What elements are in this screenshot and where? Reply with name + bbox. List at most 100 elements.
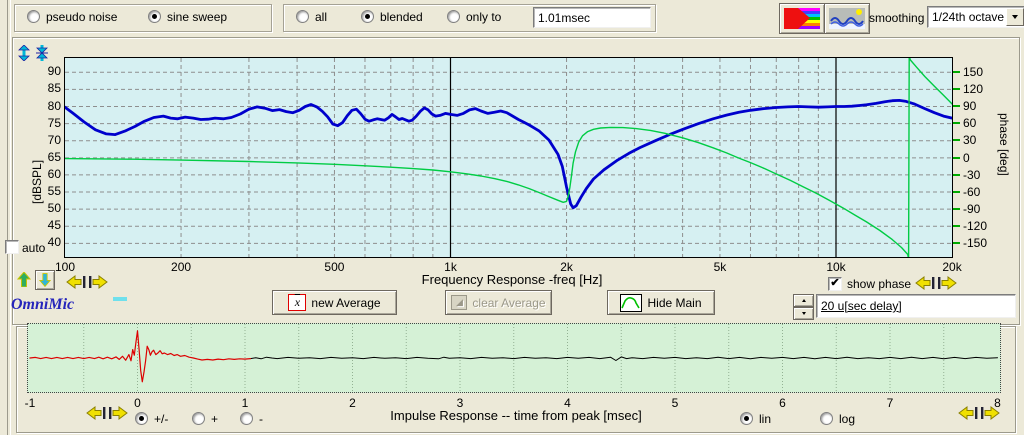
freq-scroll-left-right[interactable]	[66, 275, 108, 292]
radio-lin[interactable]: lin	[740, 412, 771, 426]
smoothing-label: smoothing	[869, 11, 925, 25]
delay-input[interactable]: 20 u[sec delay]	[816, 294, 1016, 318]
freq-tick-label: 10k	[826, 260, 846, 274]
smoothing-dropdown[interactable]: 1/24th octave	[927, 6, 1024, 28]
phase-tick-label: 150	[963, 64, 984, 79]
freq-axis-title: Frequency Response -freq [Hz]	[421, 272, 603, 287]
radio-polarity-both-label: +/-	[154, 412, 169, 426]
spin-up-button[interactable]	[793, 294, 814, 307]
db-tick-label: 90	[47, 64, 61, 79]
scroll-arrows-icon	[66, 275, 108, 289]
radio-polarity-both[interactable]: +/-	[135, 412, 168, 426]
blend-time-value: 1.01msec	[538, 10, 591, 25]
radio-pseudo-noise-label: pseudo noise	[46, 10, 118, 24]
radio-blended-label: blended	[380, 10, 423, 24]
radio-icon	[361, 10, 374, 23]
scroll-arrows-icon	[958, 406, 1000, 420]
new-average-label: new Average	[311, 295, 381, 310]
phase-tick-mark	[953, 70, 960, 73]
radio-blended[interactable]: blended	[361, 10, 423, 24]
radio-polarity-plus[interactable]: +	[192, 412, 218, 426]
spin-down-button[interactable]	[793, 307, 814, 320]
phase-tick-label: 0	[963, 150, 970, 165]
radio-only-to[interactable]: only to	[447, 10, 501, 24]
spin-up-icon	[801, 299, 806, 302]
radio-pseudo-noise[interactable]: pseudo noise	[27, 10, 117, 24]
radio-log[interactable]: log	[820, 412, 855, 426]
impulse-tick-label: 0	[134, 396, 141, 410]
phase-tick-label: 120	[963, 82, 984, 97]
phase-tick-mark	[953, 139, 960, 142]
radio-polarity-minus[interactable]: -	[240, 412, 263, 426]
blend-time-input[interactable]: 1.01msec	[533, 7, 651, 28]
smoothing-value: 1/24th octave	[932, 10, 1005, 24]
expand-vertical-button[interactable]	[17, 44, 31, 64]
phase-tick-label: -30	[963, 167, 981, 182]
check-icon: ✔	[830, 277, 840, 289]
radio-polarity-minus-label: -	[259, 412, 263, 426]
phase-tick-label: 90	[963, 99, 977, 114]
radio-icon	[192, 412, 205, 425]
clear-average-button[interactable]: ◢ clear Average	[445, 290, 552, 315]
radio-log-label: log	[839, 412, 856, 426]
show-phase-checkbox[interactable]: ✔	[828, 277, 842, 291]
freq-tick-label: 100	[54, 260, 76, 274]
hide-main-label: Hide Main	[647, 295, 702, 310]
impulse-scroll-right[interactable]	[958, 406, 1000, 423]
shift-up-button[interactable]	[16, 271, 32, 290]
radio-icon	[447, 10, 460, 23]
phase-tick-label: -120	[963, 218, 988, 233]
phase-scroll-left-right[interactable]	[915, 276, 957, 293]
radio-icon	[240, 412, 253, 425]
db-tick-label: 65	[47, 149, 61, 164]
scroll-arrows-icon	[86, 406, 128, 420]
impulse-tick-label: 8	[994, 396, 1001, 410]
phase-tick-label: -60	[963, 184, 981, 199]
radio-icon	[148, 10, 161, 23]
auto-label: auto	[22, 241, 46, 255]
hide-main-button[interactable]: Hide Main	[607, 290, 715, 315]
delay-value: 20 u[sec delay]	[821, 299, 902, 313]
freq-tick-label: 500	[324, 260, 345, 274]
phase-axis-label: phase [deg]	[997, 113, 1011, 176]
impulse-scroll-left[interactable]	[86, 406, 128, 423]
radio-lin-label: lin	[759, 412, 772, 426]
radio-sine-sweep[interactable]: sine sweep	[148, 10, 227, 24]
blend-group	[283, 4, 656, 32]
new-average-button[interactable]: x new Average	[272, 290, 397, 315]
radio-all-label: all	[315, 10, 328, 24]
db-tick-label: 75	[47, 115, 61, 130]
phase-tick-label: -150	[963, 236, 988, 251]
impulse-tick-label: 3	[456, 396, 464, 410]
clear-average-label: clear Average	[472, 295, 546, 310]
freq-tick-label: 5k	[713, 260, 727, 274]
freq-tick-label: 1k	[444, 260, 457, 274]
phase-tick-label: -90	[963, 201, 981, 216]
phase-tick-mark	[953, 190, 960, 193]
expand-vertical-icon	[18, 44, 30, 62]
spectrogram-icon	[784, 8, 820, 29]
phase-tick-mark	[953, 224, 960, 227]
shift-down-button[interactable]	[35, 270, 55, 290]
impulse-tick-label: 6	[779, 396, 786, 410]
fit-vertical-icon	[36, 45, 48, 61]
delay-spinner[interactable]	[793, 294, 814, 320]
spectrogram-button[interactable]	[779, 3, 825, 34]
frequency-response-chart[interactable]	[64, 57, 953, 258]
radio-all[interactable]: all	[296, 10, 327, 24]
phase-tick-mark	[953, 105, 960, 108]
radio-icon	[27, 10, 40, 23]
fit-vertical-button[interactable]	[35, 45, 49, 64]
dropdown-arrow-button[interactable]	[1006, 8, 1024, 26]
phase-tick-label: 30	[963, 133, 977, 148]
freq-tick-label: 20k	[942, 260, 962, 274]
impulse-tick-label: 5	[671, 396, 679, 410]
impulse-tick-label: -1	[24, 396, 36, 410]
phase-tick-mark	[953, 88, 960, 91]
eraser-icon: ◢	[451, 295, 468, 310]
impulse-response-chart[interactable]	[27, 323, 1001, 393]
auto-checkbox[interactable]	[5, 240, 19, 254]
waterfall-button[interactable]	[824, 3, 870, 34]
show-phase-label: show phase	[847, 277, 912, 291]
curve-icon	[620, 293, 643, 312]
